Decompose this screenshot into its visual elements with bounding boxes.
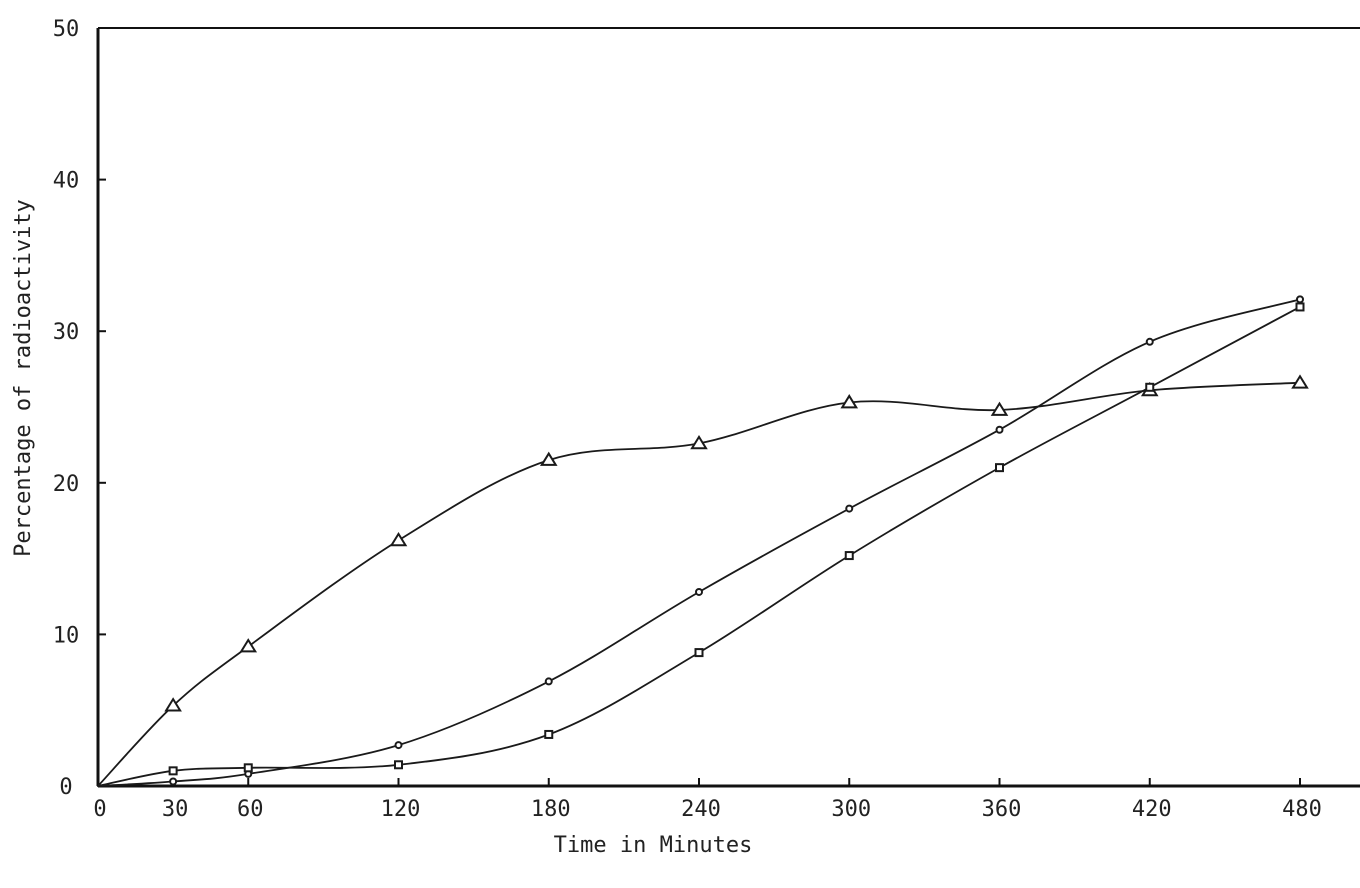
y-tick-label: 40 <box>53 169 80 194</box>
x-tick-label: 420 <box>1132 797 1172 822</box>
x-axis-label: Time in Minutes <box>554 833 753 858</box>
y-tick-label: 10 <box>53 623 80 648</box>
data-point-circle <box>845 504 854 513</box>
data-point-circle <box>1145 337 1154 346</box>
data-point-square <box>844 551 854 561</box>
x-tick-label: 360 <box>982 797 1022 822</box>
data-point-circle <box>995 425 1004 434</box>
x-tick-label: 30 <box>162 797 189 822</box>
data-point-triangle <box>690 434 708 450</box>
data-point-square <box>1145 382 1155 392</box>
series-markers <box>164 295 1309 786</box>
data-point-triangle <box>239 638 258 653</box>
plot-frame <box>96 27 1360 788</box>
series-line-triangle <box>97 381 1301 787</box>
data-point-triangle <box>389 531 408 547</box>
y-tick-label: 30 <box>53 320 80 345</box>
y-tick-labels: 0 10 20 30 40 50 <box>53 17 80 800</box>
x-tick-labels: 0 30 60 120 180 240 300 360 420 480 <box>93 797 1322 822</box>
data-point-circle <box>1296 295 1304 304</box>
data-point-square <box>544 729 554 739</box>
data-point-triangle <box>990 401 1009 416</box>
data-point-triangle <box>164 697 182 712</box>
data-point-circle <box>695 587 703 596</box>
y-tick-label: 50 <box>53 17 80 42</box>
data-point-square <box>694 648 704 658</box>
x-tick-label: 300 <box>831 797 871 822</box>
y-tick-label: 20 <box>53 472 80 497</box>
data-point-triangle <box>1291 374 1309 389</box>
series-line-circle <box>97 298 1301 787</box>
x-tick-label: 480 <box>1282 797 1322 822</box>
data-point-circle <box>394 741 403 750</box>
data-point-square <box>243 763 253 773</box>
data-point-triangle <box>539 451 558 466</box>
series-line-square <box>97 306 1301 787</box>
series-lines <box>97 298 1301 787</box>
axis-ticks <box>98 27 1301 786</box>
data-point-square <box>168 766 178 776</box>
x-tick-label: 60 <box>237 797 264 822</box>
y-axis-label: Percentage of radioactivity <box>11 199 36 557</box>
x-tick-label: 240 <box>681 797 721 822</box>
x-tick-label: 120 <box>381 797 421 822</box>
data-point-circle <box>169 777 178 786</box>
x-tick-label: 0 <box>93 797 106 822</box>
data-point-square <box>394 760 403 770</box>
data-point-circle <box>544 677 553 686</box>
data-point-triangle <box>840 394 859 409</box>
y-tick-label: 0 <box>59 775 72 800</box>
data-point-square <box>995 463 1004 473</box>
data-point-square <box>1295 302 1305 312</box>
x-tick-label: 180 <box>531 797 571 822</box>
